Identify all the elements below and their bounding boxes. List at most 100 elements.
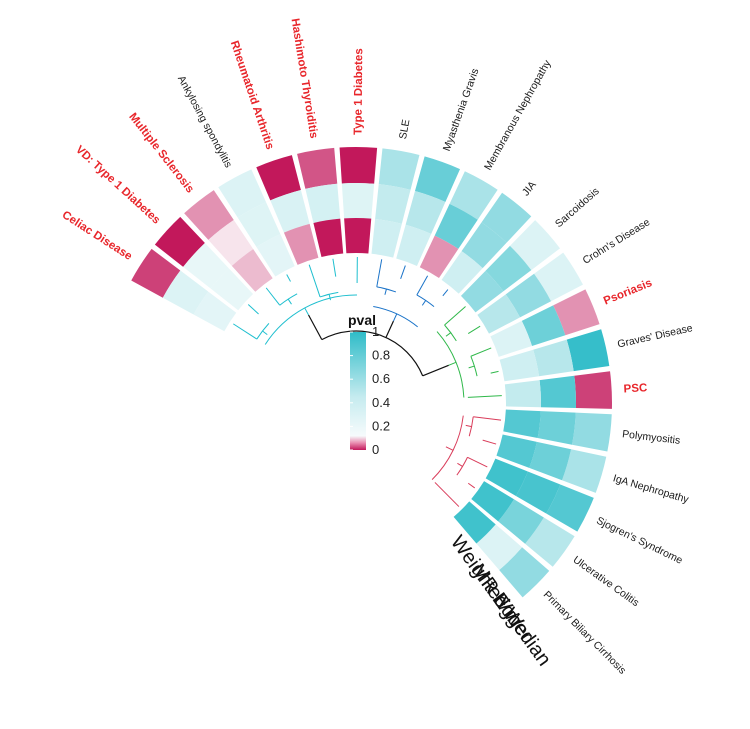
dendrogram-branch [490,370,499,374]
heatmap-cell [339,147,378,184]
heatmap-cell [562,449,607,493]
heatmap-cell [344,218,372,254]
heatmap-cell [566,329,610,372]
heatmap-cell [460,270,504,313]
heatmap-cell [490,320,533,357]
heatmap-cell [515,471,561,514]
dendrogram-branch [444,306,466,326]
dendrogram-branch [262,330,268,336]
disease-label: Type 1 Diabetes [352,48,365,135]
heatmap-cell [297,147,338,189]
heatmap-cell [131,248,181,298]
heatmap-cell [375,184,411,224]
heatmap-cell [476,524,523,571]
legend-tick-label: 0.4 [372,395,390,410]
heatmap-cells [131,147,613,598]
legend-tick-label: 0.8 [372,348,390,363]
dendrogram-branch [482,439,497,445]
heatmap-cell [572,412,612,452]
dendrogram-branch [392,313,398,322]
dendrogram-branch [287,298,292,305]
disease-label: Sarcoidosis [553,185,602,230]
dendrogram-branch [308,264,321,298]
disease-label: JIA [520,179,539,198]
heatmap-cell [485,458,528,496]
heatmap-cell [485,245,532,292]
heatmap-cell [434,203,478,249]
dendrogram-branch [308,314,323,340]
heatmap-cell [371,218,402,258]
dendrogram-branch [400,265,406,279]
dendrogram-branch [465,424,472,428]
disease-label: Multiple Sclerosis [126,111,196,195]
disease-label: Ankylosing spondylitis [175,74,234,170]
disease-label: PSC [623,382,647,395]
heatmap-cell [162,270,209,315]
disease-label: Hashimoto Thyroiditis [288,18,319,140]
dendrogram-branch [321,330,424,377]
disease-label: Myasthenia Gravis [441,67,482,153]
dendrogram-branch [468,416,474,437]
disease-label: Sjogren's Syndrome [594,515,684,567]
color-legend: pval 1 0.8 0.6 0.4 0.2 0 [348,312,390,457]
dendrogram [233,257,502,507]
heatmap-cell [453,501,496,544]
heatmap-cell [499,547,550,598]
dendrogram-branch [328,294,332,301]
disease-label: Psoriasis [602,277,654,307]
dendrogram-branch [233,323,258,340]
disease-label: Crohn's Disease [581,216,653,267]
heatmap-cell [496,434,537,468]
heatmap-cell [529,441,572,481]
heatmap-cell [505,273,552,318]
heatmap-cell [449,171,498,220]
heatmap-cell [534,252,583,302]
dendrogram-branch [376,259,383,287]
dendrogram-branch [470,347,492,357]
dendrogram-branch [422,364,449,377]
heatmap-cell [533,339,574,377]
heatmap-cell [378,148,420,190]
heatmap-cell [546,484,594,532]
heatmap-cell [256,234,295,277]
heatmap-cell [525,517,575,567]
dendrogram-branch [445,446,454,451]
heatmap-cell [405,191,446,234]
dendrogram-branch [384,288,387,295]
heatmap-cell [537,411,576,445]
heatmap-cell [193,291,237,332]
heatmap-cell [498,499,544,544]
dendrogram-branch [468,365,475,369]
disease-label: VD: Type 1 Diabetes [73,144,162,227]
dendrogram-branch [448,361,457,366]
heatmap-cell [396,224,432,266]
dendrogram-branch [434,482,460,507]
dendrogram-branch [467,456,488,468]
dendrogram-branch [457,462,463,467]
heatmap-cell [305,183,341,223]
heatmap-cell [477,294,521,334]
dendrogram-branch [421,300,427,306]
heatmap-cell [313,218,344,258]
heatmap-cell [270,190,310,233]
heatmap-cell [154,216,205,267]
dendrogram-branch [265,287,281,306]
heatmap-cell [574,371,613,409]
legend-tick-label: 1 [372,324,379,339]
heatmap-cell [521,305,566,347]
disease-label: Membranous Nephropathy [482,57,554,172]
dendrogram-branch [445,332,452,337]
heatmap-cell [553,289,600,336]
heatmap-cell [481,192,532,243]
legend-tick-label: 0.2 [372,418,390,433]
dendrogram-branch [279,293,298,306]
legend-title: pval [348,312,376,328]
dendrogram-branch [467,395,502,398]
heatmap-cell [231,249,273,292]
dendrogram-branch [416,275,429,296]
heatmap-cell [256,155,301,201]
heatmap-cell [504,380,541,408]
disease-label: Graves' Disease [616,322,694,350]
